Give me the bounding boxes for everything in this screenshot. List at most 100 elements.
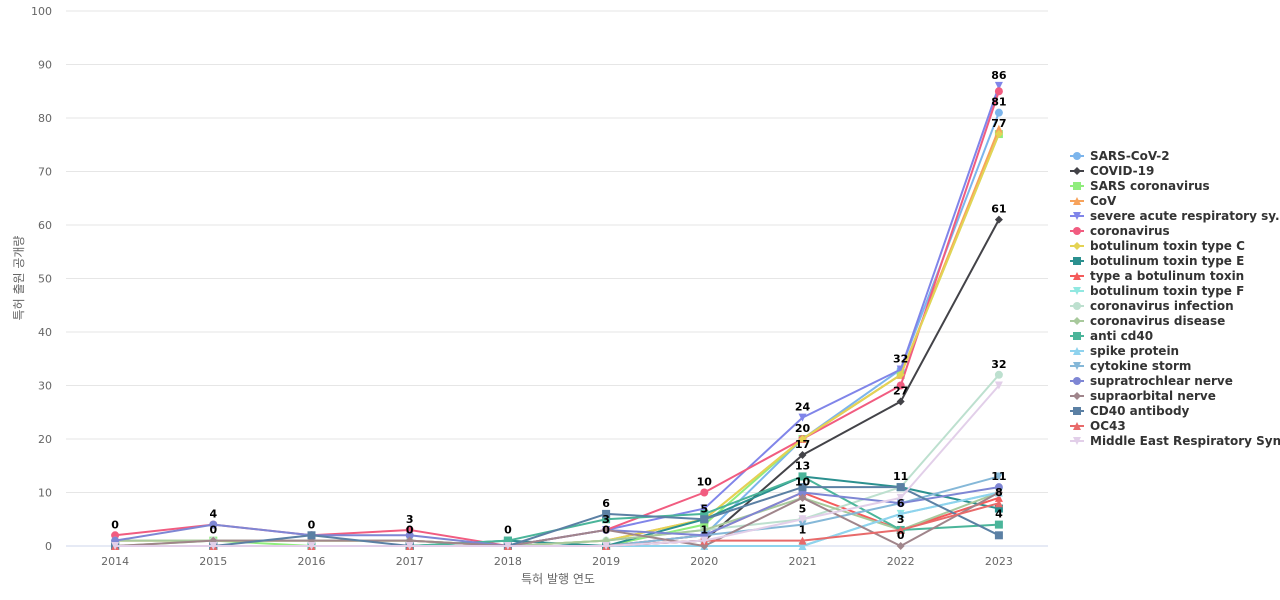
y-tick-label: 20 bbox=[38, 433, 52, 446]
legend-label: cytokine storm bbox=[1090, 359, 1191, 373]
series-5 bbox=[111, 87, 1003, 550]
legend-item[interactable]: spike protein bbox=[1070, 344, 1179, 358]
data-label: 81 bbox=[991, 96, 1006, 109]
legend-label: anti cd40 bbox=[1090, 329, 1153, 343]
legend-item[interactable]: type a botulinum toxin bbox=[1070, 269, 1244, 283]
legend-item[interactable]: COVID-19 bbox=[1070, 164, 1154, 178]
legend-label: botulinum toxin type F bbox=[1090, 284, 1244, 298]
legend-marker bbox=[1073, 152, 1081, 160]
data-label: 0 bbox=[897, 529, 905, 542]
legend-item[interactable]: CD40 antibody bbox=[1070, 404, 1190, 418]
data-label: 3 bbox=[602, 513, 610, 526]
series-line bbox=[114, 218, 1000, 547]
data-label: 5 bbox=[799, 502, 807, 515]
legend-marker bbox=[1073, 347, 1081, 355]
data-label: 86 bbox=[991, 69, 1007, 82]
legend-marker bbox=[1073, 362, 1081, 370]
data-label: 11 bbox=[991, 470, 1006, 483]
legend-item[interactable]: severe acute respiratory sy... bbox=[1070, 209, 1280, 223]
data-point bbox=[994, 520, 1003, 529]
x-tick-label: 2018 bbox=[494, 555, 522, 568]
legend-item[interactable]: anti cd40 bbox=[1070, 329, 1153, 343]
x-tick-label: 2019 bbox=[592, 555, 620, 568]
data-label: 13 bbox=[795, 459, 810, 472]
y-tick-label: 30 bbox=[38, 380, 52, 393]
legend-marker bbox=[1073, 422, 1081, 430]
legend-label: botulinum toxin type C bbox=[1090, 239, 1245, 253]
legend-label: spike protein bbox=[1090, 344, 1179, 358]
data-point bbox=[994, 499, 1003, 508]
data-label: 0 bbox=[602, 524, 610, 537]
data-label: 61 bbox=[991, 203, 1006, 216]
legend-marker bbox=[1073, 317, 1081, 325]
legend-item[interactable]: botulinum toxin type F bbox=[1070, 284, 1244, 298]
legend-item[interactable]: botulinum toxin type C bbox=[1070, 239, 1245, 253]
data-label: 10 bbox=[697, 476, 713, 489]
legend-item[interactable]: supratrochlear nerve bbox=[1070, 374, 1233, 388]
data-point bbox=[994, 381, 1003, 390]
y-axis-title: 특허 출원 공개량 bbox=[12, 236, 26, 321]
data-point bbox=[896, 381, 905, 390]
x-tick-label: 2015 bbox=[199, 555, 227, 568]
data-label: 6 bbox=[897, 497, 905, 510]
legend-item[interactable]: coronavirus disease bbox=[1070, 314, 1225, 328]
series-line bbox=[114, 384, 1000, 547]
series-19 bbox=[111, 381, 1003, 550]
x-tick-label: 2016 bbox=[298, 555, 326, 568]
y-axis-ticks: 0 10 20 30 40 50 60 70 80 90 100 bbox=[31, 5, 52, 553]
data-point bbox=[798, 472, 807, 481]
data-label: 77 bbox=[991, 117, 1006, 130]
data-label: 10 bbox=[795, 476, 811, 489]
data-point bbox=[405, 542, 414, 550]
data-label: 24 bbox=[795, 401, 811, 414]
x-tick-label: 2020 bbox=[690, 555, 718, 568]
data-point bbox=[994, 87, 1003, 96]
data-label: 0 bbox=[209, 524, 217, 537]
data-point bbox=[798, 542, 807, 550]
data-point bbox=[896, 397, 905, 406]
legend-marker bbox=[1073, 182, 1081, 190]
data-point bbox=[307, 531, 316, 540]
data-point bbox=[994, 215, 1003, 224]
legend-label: SARS-CoV-2 bbox=[1090, 149, 1170, 163]
data-point bbox=[798, 451, 807, 460]
data-point bbox=[798, 483, 807, 492]
y-tick-label: 70 bbox=[38, 166, 52, 179]
series-line bbox=[114, 486, 1000, 547]
series-line bbox=[114, 90, 1000, 547]
legend-item[interactable]: SARS coronavirus bbox=[1070, 179, 1210, 193]
y-tick-label: 60 bbox=[38, 219, 52, 232]
data-labels: 040 0 30 0630105124201713105132271163086817… bbox=[111, 69, 1007, 542]
data-point bbox=[111, 542, 120, 550]
data-label: 27 bbox=[893, 385, 908, 398]
legend-item[interactable]: supraorbital nerve bbox=[1070, 389, 1216, 403]
legend-item[interactable]: Middle East Respiratory Syn... bbox=[1070, 434, 1280, 448]
data-point bbox=[700, 520, 709, 529]
series-4 bbox=[111, 81, 1003, 550]
data-point bbox=[994, 493, 1003, 502]
legend-item[interactable]: cytokine storm bbox=[1070, 359, 1191, 373]
legend-marker bbox=[1073, 377, 1081, 385]
legend-item[interactable]: OC43 bbox=[1070, 419, 1126, 433]
y-tick-label: 100 bbox=[31, 5, 52, 18]
legend-item[interactable]: SARS-CoV-2 bbox=[1070, 149, 1170, 163]
legend-label: SARS coronavirus bbox=[1090, 179, 1210, 193]
data-point bbox=[994, 472, 1003, 481]
legend-item[interactable]: CoV bbox=[1070, 194, 1117, 208]
y-tick-label: 50 bbox=[38, 273, 52, 286]
legend-label: CD40 antibody bbox=[1090, 404, 1190, 418]
legend-item[interactable]: botulinum toxin type E bbox=[1070, 254, 1244, 268]
legend-item[interactable]: coronavirus infection bbox=[1070, 299, 1234, 313]
data-point bbox=[994, 488, 1003, 497]
data-point bbox=[503, 542, 512, 550]
y-tick-label: 40 bbox=[38, 326, 52, 339]
x-tick-label: 2014 bbox=[101, 555, 129, 568]
legend-label: botulinum toxin type E bbox=[1090, 254, 1244, 268]
y-tick-label: 0 bbox=[45, 540, 52, 553]
legend-item[interactable]: coronavirus bbox=[1070, 224, 1170, 238]
y-tick-label: 80 bbox=[38, 112, 52, 125]
data-point bbox=[994, 130, 1003, 139]
y-tick-label: 90 bbox=[38, 59, 52, 72]
data-point bbox=[994, 483, 1003, 492]
